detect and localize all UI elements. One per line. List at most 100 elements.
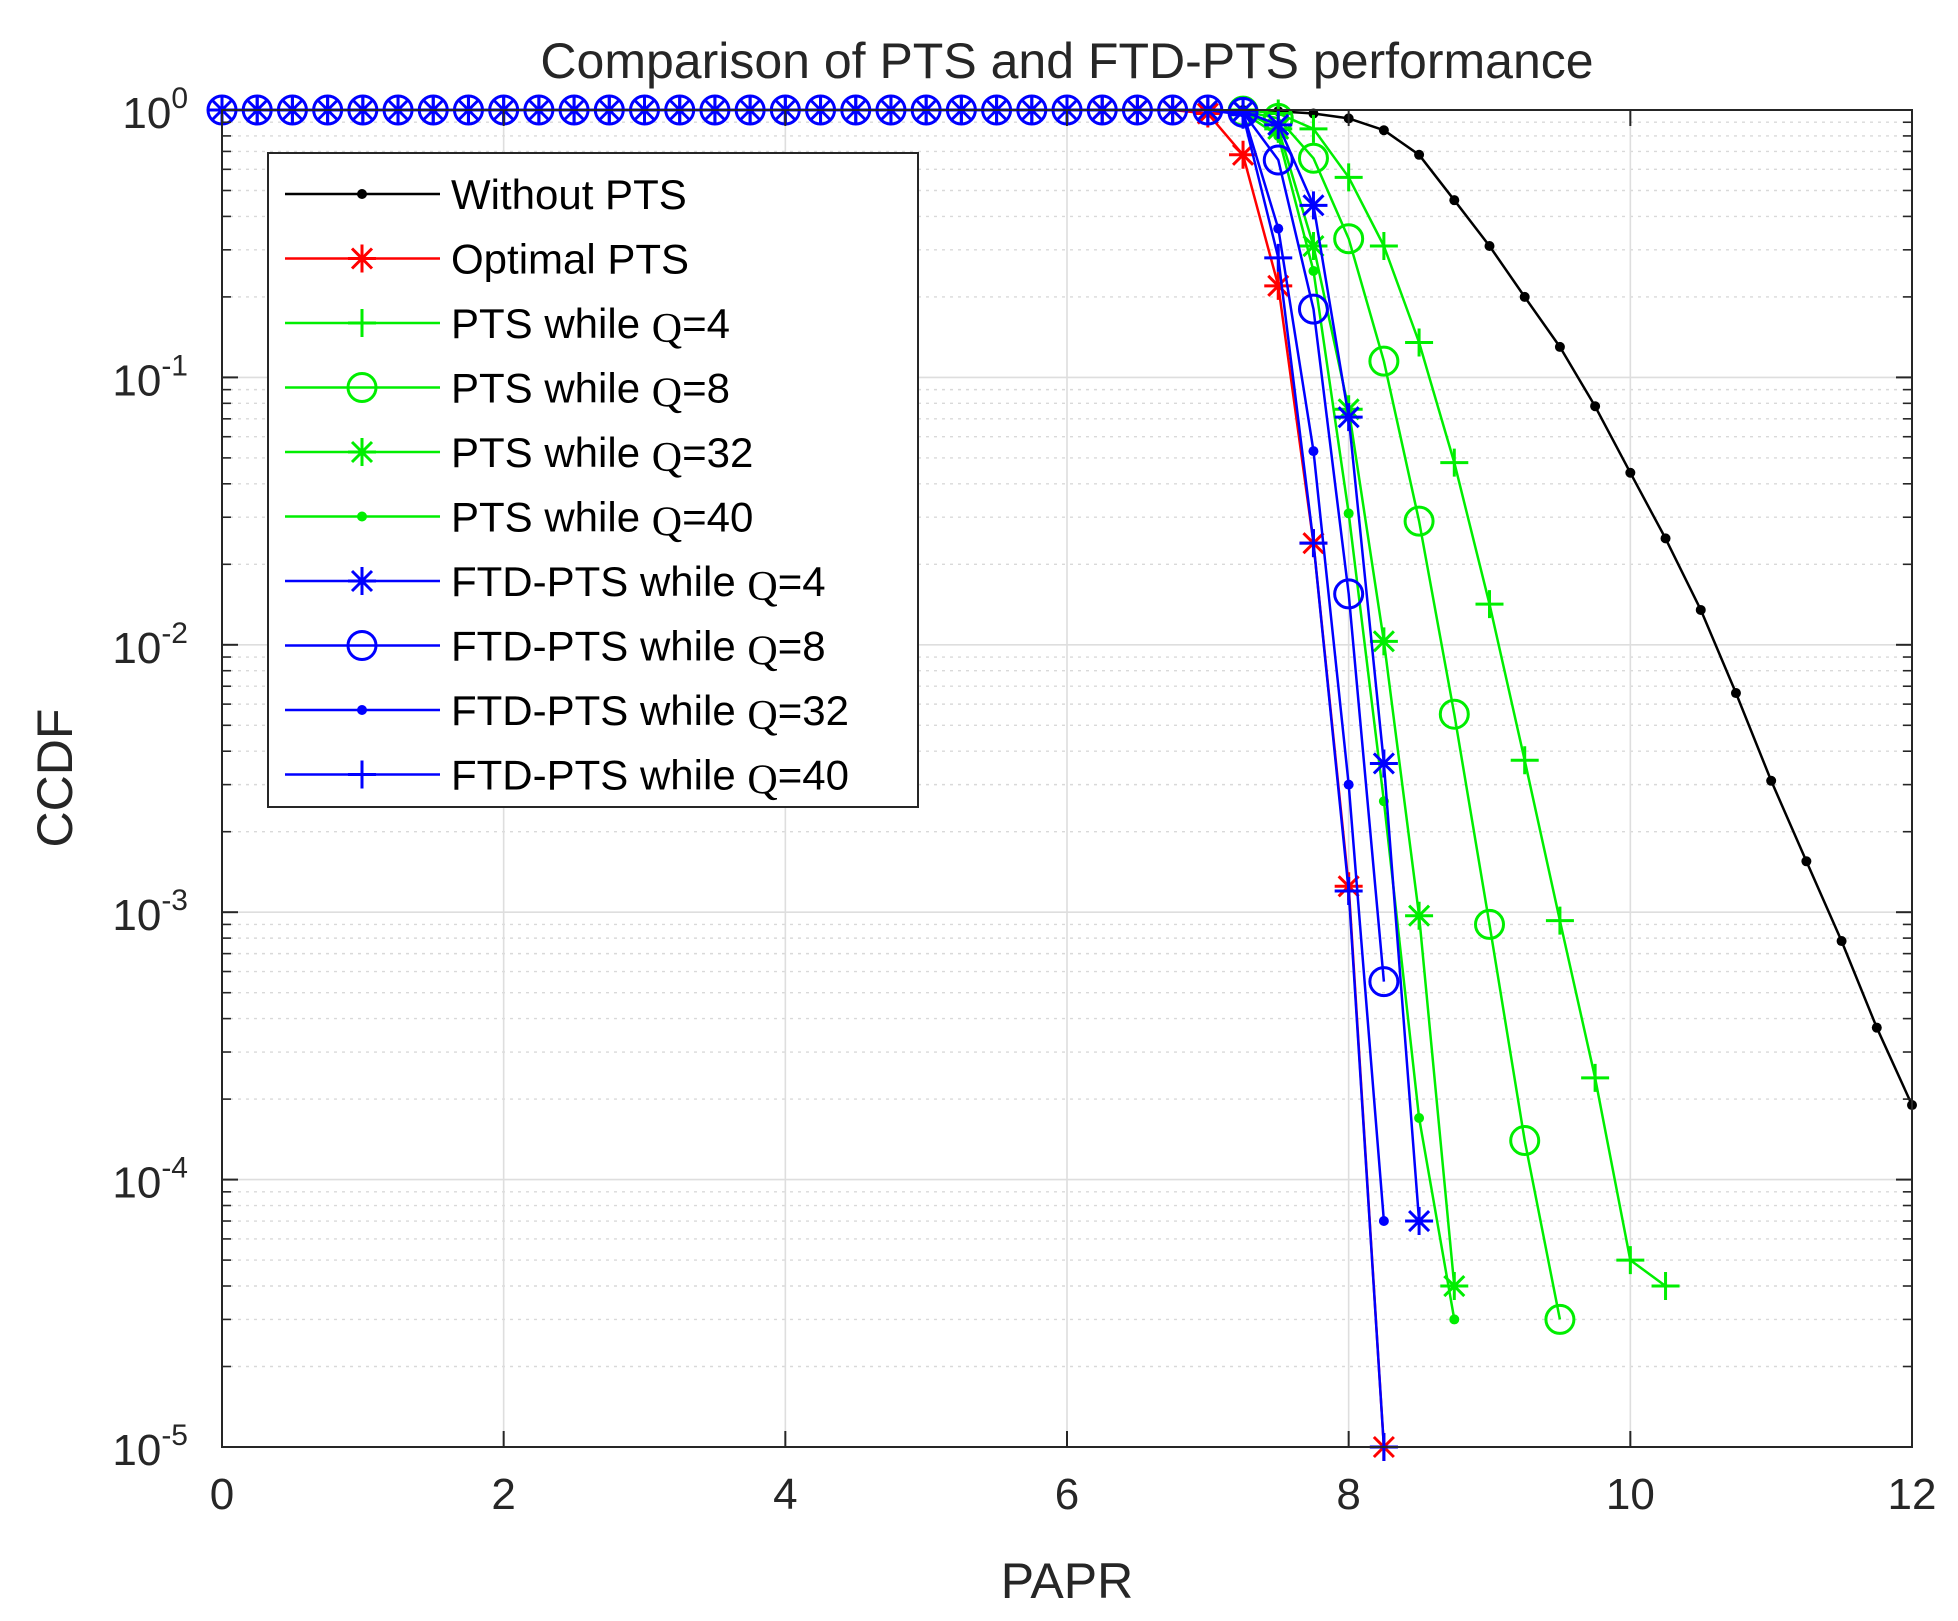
legend-label-text: FTD-PTS while (451, 623, 747, 670)
data-point (1297, 142, 1329, 174)
data-point (348, 438, 376, 466)
data-point (1414, 149, 1425, 160)
data-point (1836, 936, 1847, 947)
data-point (1545, 906, 1574, 935)
y-tick-label: 100 (122, 82, 188, 138)
data-point (1730, 688, 1741, 699)
legend-label: PTS while Q=4 (451, 300, 730, 352)
y-tick-label-exponent: 0 (171, 82, 188, 115)
data-point (1405, 901, 1434, 930)
legend-label-value: =8 (682, 365, 730, 412)
series-line (1242, 109, 1562, 1320)
legend-label-text: PTS while (451, 300, 652, 347)
data-point (1414, 1112, 1425, 1123)
data-point (1333, 223, 1365, 255)
x-tick-labels: 0 2 4 6 8 10 12 (210, 1470, 1937, 1519)
data-point (1229, 100, 1258, 129)
data-point (1509, 1125, 1541, 1157)
legend-label-value: =40 (682, 494, 753, 541)
data-point (1299, 114, 1328, 143)
data-point (1229, 140, 1258, 169)
y-tick-label-exponent: -1 (161, 349, 188, 382)
legend-label-text: PTS while (451, 365, 652, 412)
legend-label-text: Without PTS (451, 171, 687, 218)
data-point (1519, 291, 1530, 302)
data-point (1368, 966, 1400, 998)
legend-item-8: FTD-PTS while Q=32 (285, 687, 849, 739)
legend-label: PTS while Q=40 (451, 494, 753, 546)
data-point (1438, 698, 1470, 730)
data-point (1378, 125, 1389, 136)
data-point (1484, 241, 1495, 252)
legend-item-9: FTD-PTS while Q=40 (285, 752, 849, 804)
legend-label-q: Q (652, 306, 682, 352)
data-point (1590, 401, 1601, 412)
legend-item-0: Without PTS (285, 171, 687, 218)
data-point (357, 705, 367, 715)
data-point (1554, 341, 1565, 352)
legend-label: Without PTS (451, 171, 687, 218)
data-point (1369, 232, 1398, 261)
data-point (1695, 604, 1706, 615)
x-tick-label: 4 (773, 1470, 797, 1519)
legend-label-text: PTS while (451, 494, 652, 541)
data-point (1334, 877, 1363, 906)
legend-label: FTD-PTS while Q=32 (451, 687, 849, 739)
legend-label-q: Q (652, 435, 682, 481)
data-point (1475, 590, 1504, 619)
legend-label-q: Q (652, 371, 682, 417)
data-point (1801, 856, 1812, 867)
data-point (1544, 1303, 1576, 1335)
legend-label-value: =32 (778, 687, 849, 734)
data-point (1368, 345, 1400, 377)
legend-item-2: PTS while Q=4 (285, 300, 730, 352)
legend-item-1: Optimal PTS (285, 236, 689, 283)
legend-label-q: Q (747, 693, 777, 739)
data-point (1334, 163, 1363, 192)
ticks (221, 109, 1913, 1448)
legend-item-4: PTS while Q=32 (285, 429, 753, 481)
data-point (1440, 1272, 1469, 1301)
y-tick-label-base: 10 (112, 1159, 161, 1208)
legend-item-5: PTS while Q=40 (285, 494, 753, 546)
data-point (1405, 328, 1434, 357)
data-point (1333, 578, 1365, 610)
data-point (1299, 529, 1328, 558)
legend-label-value: =4 (778, 558, 826, 605)
legend-label-value: =4 (682, 300, 730, 347)
y-tick-label: 10-2 (112, 617, 188, 673)
data-point (1297, 293, 1329, 325)
legend-label: FTD-PTS while Q=40 (451, 752, 849, 804)
y-tick-label-exponent: -5 (161, 1419, 188, 1452)
data-point (348, 567, 376, 595)
y-tick-label-base: 10 (112, 356, 161, 405)
y-tick-label-base: 10 (112, 624, 161, 673)
x-tick-label: 2 (491, 1470, 515, 1519)
y-tick-label-exponent: -2 (161, 617, 188, 650)
y-tick-label: 10-4 (112, 1152, 188, 1208)
legend-label-q: Q (652, 500, 682, 546)
legend-label-q: Q (747, 758, 777, 804)
legend-box (267, 152, 919, 808)
data-point (1299, 232, 1328, 261)
x-tick-label: 8 (1336, 1470, 1360, 1519)
legend-label-value: =32 (682, 429, 753, 476)
data-point (1766, 775, 1777, 786)
data-point (1369, 749, 1398, 778)
legend-label: PTS while Q=8 (451, 365, 730, 417)
legend-label-text: PTS while (451, 429, 652, 476)
legend-label-text: FTD-PTS while (451, 752, 747, 799)
data-point (1581, 1063, 1610, 1092)
legend-item-3: PTS while Q=8 (285, 365, 730, 417)
x-tick-label: 10 (1606, 1470, 1655, 1519)
x-tick-label: 12 (1888, 1470, 1937, 1519)
data-point (1660, 533, 1671, 544)
y-axis-label: CCDF (27, 709, 83, 848)
y-tick-label-exponent: -3 (161, 884, 188, 917)
data-point (1449, 195, 1460, 206)
data-point (1273, 223, 1284, 234)
data-point (1651, 1272, 1680, 1301)
